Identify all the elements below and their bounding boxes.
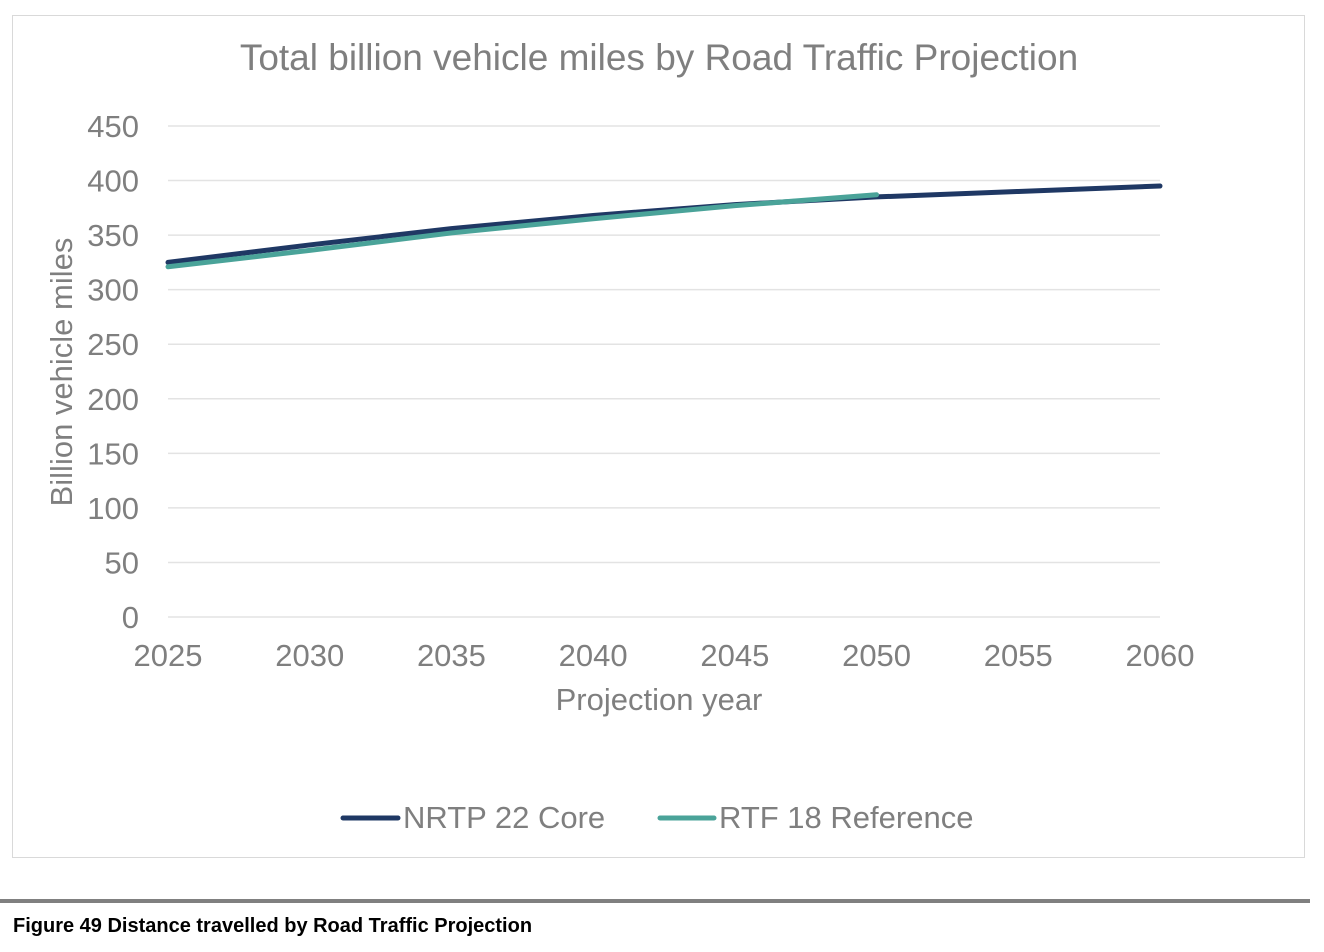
y-tick-label: 50 <box>105 545 139 580</box>
series-line-rtf-18-reference <box>165 192 880 270</box>
y-tick-label: 0 <box>122 600 139 635</box>
x-axis-ticks: 2025 2030 2035 2040 2045 2050 2055 2060 <box>134 638 1195 673</box>
y-tick-label: 100 <box>87 491 139 526</box>
legend: NRTP 22 Core RTF 18 Reference <box>340 800 973 835</box>
y-tick-label: 250 <box>87 327 139 362</box>
y-tick-label: 450 <box>87 109 139 144</box>
x-tick-label: 2030 <box>275 638 344 673</box>
y-axis-label: Billion vehicle miles <box>44 238 79 507</box>
y-axis-ticks: 0 50 100 150 200 250 300 350 400 450 <box>87 109 139 635</box>
x-tick-label: 2045 <box>700 638 769 673</box>
x-tick-label: 2055 <box>984 638 1053 673</box>
x-tick-label: 2040 <box>559 638 628 673</box>
x-tick-label: 2035 <box>417 638 486 673</box>
y-tick-label: 150 <box>87 436 139 471</box>
chart-title: Total billion vehicle miles by Road Traf… <box>240 37 1078 78</box>
legend-label-nrtp-22-core: NRTP 22 Core <box>403 800 605 835</box>
y-tick-label: 400 <box>87 164 139 199</box>
legend-label-rtf-18-reference: RTF 18 Reference <box>719 800 973 835</box>
line-chart: Total billion vehicle miles by Road Traf… <box>44 37 1195 835</box>
figure-caption: Figure 49 Distance travelled by Road Tra… <box>13 915 533 937</box>
x-tick-label: 2050 <box>842 638 911 673</box>
y-tick-label: 200 <box>87 382 139 417</box>
gridlines <box>168 125 1160 618</box>
x-axis-label: Projection year <box>556 682 763 717</box>
y-tick-label: 350 <box>87 218 139 253</box>
x-tick-label: 2025 <box>134 638 203 673</box>
series-lines <box>165 183 1163 270</box>
caption-divider <box>0 899 1310 903</box>
chart-frame <box>12 15 1305 858</box>
y-tick-label: 300 <box>87 273 139 308</box>
x-tick-label: 2060 <box>1126 638 1195 673</box>
